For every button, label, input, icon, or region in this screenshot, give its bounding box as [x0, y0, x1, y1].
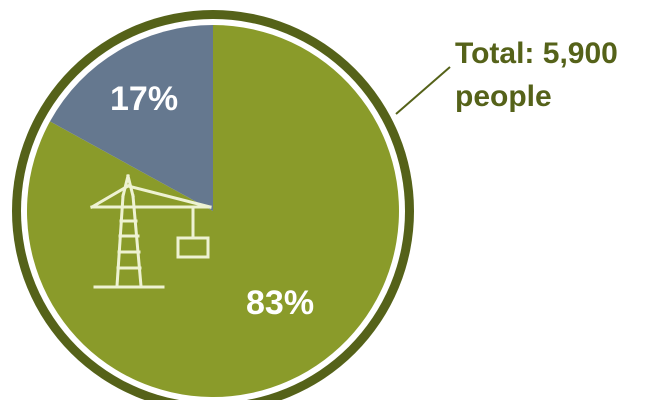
- total-annotation-line2: people: [455, 80, 552, 113]
- pie-slice-17: [50, 25, 213, 211]
- total-leader-line: [395, 66, 451, 115]
- pie-slices: [26, 25, 399, 397]
- construction-crane-icon: [89, 174, 212, 289]
- slice-label-17: 17%: [110, 80, 178, 118]
- total-annotation-line1: Total: 5,900: [455, 37, 618, 70]
- slice-label-83: 83%: [246, 284, 314, 322]
